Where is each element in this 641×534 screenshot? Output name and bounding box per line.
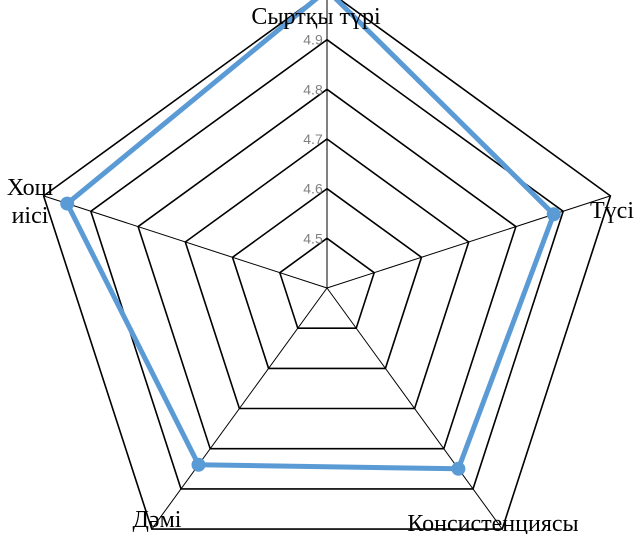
radar-grid [42, 0, 612, 530]
grid-ring-2 [184, 138, 470, 410]
grid-spoke-4 [43, 195, 328, 289]
series-line-0 [64, 0, 557, 472]
grid-spoke-3 [151, 287, 328, 530]
category-label: Хош [7, 175, 54, 201]
grid-ring-3 [137, 88, 517, 450]
radar-series [60, 0, 561, 476]
grid-spoke-2 [326, 287, 503, 530]
tick-label: 4.9 [303, 32, 323, 48]
category-label: Консистенциясы [407, 511, 578, 534]
grid-spoke-1 [326, 195, 611, 289]
category-label: Сыртқы түрі [251, 4, 381, 30]
category-label: иісі [12, 203, 49, 229]
tick-label: 4.5 [303, 230, 323, 246]
radial-tick-labels: 4.54.64.74.84.95 [303, 32, 323, 247]
data-point-3 [191, 457, 206, 472]
category-label: Дәмі [133, 507, 182, 533]
tick-label: 4.7 [303, 131, 323, 147]
data-point-2 [451, 461, 466, 476]
tick-label: 4.6 [303, 181, 323, 197]
data-point-1 [546, 207, 561, 222]
grid-ring-1 [231, 187, 423, 370]
tick-label: 4.8 [303, 81, 323, 97]
data-point-4 [60, 196, 75, 211]
grid-ring-5 [42, 0, 612, 530]
category-label: Түсі [590, 198, 634, 224]
grid-ring-0 [278, 237, 376, 330]
